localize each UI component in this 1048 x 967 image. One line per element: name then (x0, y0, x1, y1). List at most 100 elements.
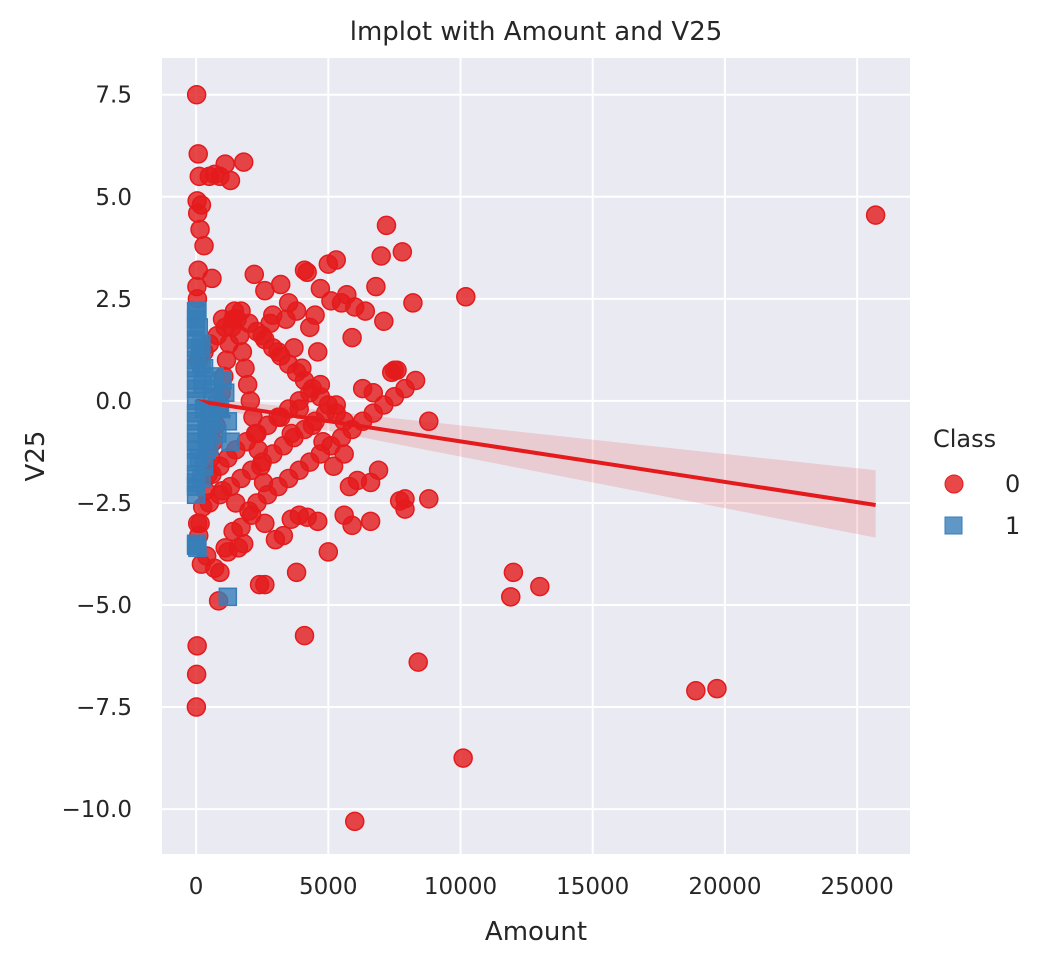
point-0-97 (686, 680, 706, 701)
y-tick-label-2: −5.0 (76, 593, 132, 619)
legend-marker-0 (944, 474, 964, 494)
point-1-49 (218, 587, 238, 607)
point-0-6 (194, 236, 214, 256)
point-0-195 (235, 358, 255, 378)
point-0-50 (331, 293, 352, 313)
y-tick-label-7: 7.5 (95, 83, 132, 109)
y-tick-label-4: 0.0 (95, 389, 132, 415)
x-tick-label-0: 0 (189, 874, 204, 900)
point-0-173 (188, 260, 208, 281)
point-0-99 (453, 748, 473, 768)
point-0-107 (210, 562, 230, 583)
point-0-70 (395, 499, 415, 519)
point-0-95 (500, 587, 521, 607)
point-0-200 (248, 440, 268, 460)
point-0-63 (323, 456, 344, 476)
point-0-178 (190, 513, 210, 534)
point-0-19 (270, 274, 291, 295)
point-0-81 (318, 542, 339, 562)
point-0-103 (186, 697, 207, 717)
x-tick-label-3: 15000 (556, 874, 629, 900)
point-0-100 (345, 811, 365, 832)
point-0-27 (326, 250, 346, 270)
point-0-202 (253, 472, 274, 493)
x-tick-label-2: 10000 (424, 874, 497, 900)
point-1-51 (188, 538, 207, 558)
point-0-89 (294, 625, 315, 646)
point-0-33 (376, 215, 397, 236)
y-axis-label: V25 (21, 431, 51, 482)
point-0-57 (419, 489, 439, 509)
point-0-15 (191, 195, 212, 215)
y-tick-label-1: −7.5 (76, 695, 132, 721)
point-0-199 (245, 423, 266, 444)
plot-background (162, 58, 910, 854)
point-1-39 (194, 456, 214, 476)
point-0-39 (456, 287, 476, 307)
point-0-110 (231, 517, 251, 538)
legend: Class 0 1 (933, 425, 1020, 540)
point-0-102 (186, 664, 207, 685)
regression-lines (195, 398, 876, 507)
point-0-193 (229, 325, 250, 346)
point-0-74 (255, 513, 275, 534)
point-0-96 (530, 576, 550, 597)
point-0-38 (419, 411, 439, 432)
point-0-196 (237, 374, 258, 395)
point-0-47 (300, 317, 320, 338)
series-0-points (186, 84, 886, 832)
point-0-5 (190, 219, 210, 240)
regression-line-1 (195, 399, 232, 420)
point-0-93 (408, 652, 428, 672)
point-0-53 (363, 382, 384, 403)
x-tick-label-1: 5000 (299, 874, 358, 900)
point-0-1 (188, 144, 208, 164)
point-0-98 (707, 678, 727, 699)
regression-line-0 (195, 398, 876, 507)
legend-title: Class (933, 425, 996, 453)
legend-marker-1 (944, 516, 963, 535)
y-tick-label-3: −2.5 (76, 491, 132, 517)
point-0-40 (865, 205, 886, 225)
point-0-37 (403, 293, 423, 313)
y-tick-labels: −10.0 −7.5 −5.0 −2.5 0.0 2.5 5.0 7.5 (62, 83, 132, 823)
y-tick-label-6: 5.0 (95, 185, 132, 211)
ci-band-0 (196, 396, 876, 538)
point-0-201 (251, 456, 271, 476)
point-0-68 (368, 460, 389, 481)
point-0-36 (392, 242, 413, 262)
point-0-83 (342, 515, 362, 536)
y-tick-label-0: −10.0 (62, 797, 132, 823)
point-1-47 (197, 428, 216, 447)
point-0-51 (342, 327, 362, 348)
point-0-48 (307, 342, 328, 362)
point-0-88 (286, 562, 307, 583)
point-0-101 (187, 636, 207, 656)
point-0-76 (273, 525, 294, 546)
point-0-90 (255, 574, 275, 595)
chart-title: lmplot with Amount and V25 (350, 17, 723, 47)
y-tick-label-5: 2.5 (95, 287, 132, 313)
point-0-55 (384, 360, 405, 381)
point-0-32 (371, 246, 391, 266)
point-0-44 (276, 309, 296, 330)
point-1-22 (189, 318, 209, 337)
point-1-21 (188, 301, 207, 321)
point-0-0 (186, 84, 207, 105)
point-0-172 (326, 395, 346, 415)
point-1-35 (218, 412, 238, 431)
point-1-45 (192, 334, 211, 353)
x-tick-labels: 0 5000 10000 15000 20000 25000 (189, 874, 894, 900)
legend-label-1: 1 (1005, 512, 1020, 540)
grid-lines (162, 58, 910, 854)
point-1-36 (221, 432, 240, 451)
point-0-54 (374, 311, 394, 332)
point-1-46 (194, 358, 214, 378)
point-0-192 (227, 309, 247, 330)
point-0-12 (233, 152, 254, 172)
point-0-16 (244, 264, 265, 285)
x-tick-label-4: 20000 (688, 874, 761, 900)
point-0-94 (503, 562, 524, 583)
point-0-108 (215, 538, 235, 558)
